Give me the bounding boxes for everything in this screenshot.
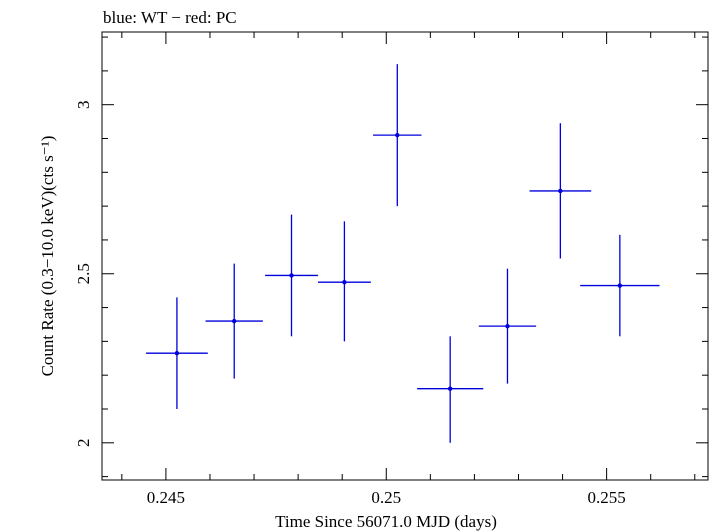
point-marker <box>558 188 563 194</box>
y-tick-label: 3 <box>74 100 93 109</box>
x-axis-label: Time Since 56071.0 MJD (days) <box>275 512 497 531</box>
data-point <box>265 214 318 337</box>
data-series <box>146 64 660 443</box>
point-marker <box>617 283 623 288</box>
point-marker <box>447 386 453 391</box>
y-tick-label: 2.5 <box>74 263 93 284</box>
data-point <box>580 234 660 337</box>
x-tick-label: 0.255 <box>588 488 626 507</box>
chart-title: blue: WT − red: PC <box>103 8 237 27</box>
data-point <box>478 268 537 384</box>
point-marker <box>289 273 294 278</box>
point-marker <box>174 351 180 356</box>
point-marker <box>342 280 347 285</box>
x-tick-label: 0.25 <box>371 488 401 507</box>
data-point <box>373 64 422 207</box>
data-point <box>417 336 484 443</box>
data-point <box>205 263 263 379</box>
x-tick-label: 0.245 <box>147 488 185 507</box>
data-point <box>317 221 371 342</box>
point-marker <box>395 132 400 138</box>
x-axis: 0.245 0.25 0.255 <box>121 32 696 507</box>
plot-frame <box>101 31 709 481</box>
point-marker <box>505 323 510 329</box>
point-marker <box>232 318 237 324</box>
y-tick-label: 2 <box>74 439 93 448</box>
y-axis-label: Count Rate (0.3−10.0 keV)(cts s⁻¹) <box>38 136 57 377</box>
data-point <box>146 297 208 409</box>
data-point <box>529 123 592 259</box>
y-axis: 22.53 <box>74 36 708 478</box>
